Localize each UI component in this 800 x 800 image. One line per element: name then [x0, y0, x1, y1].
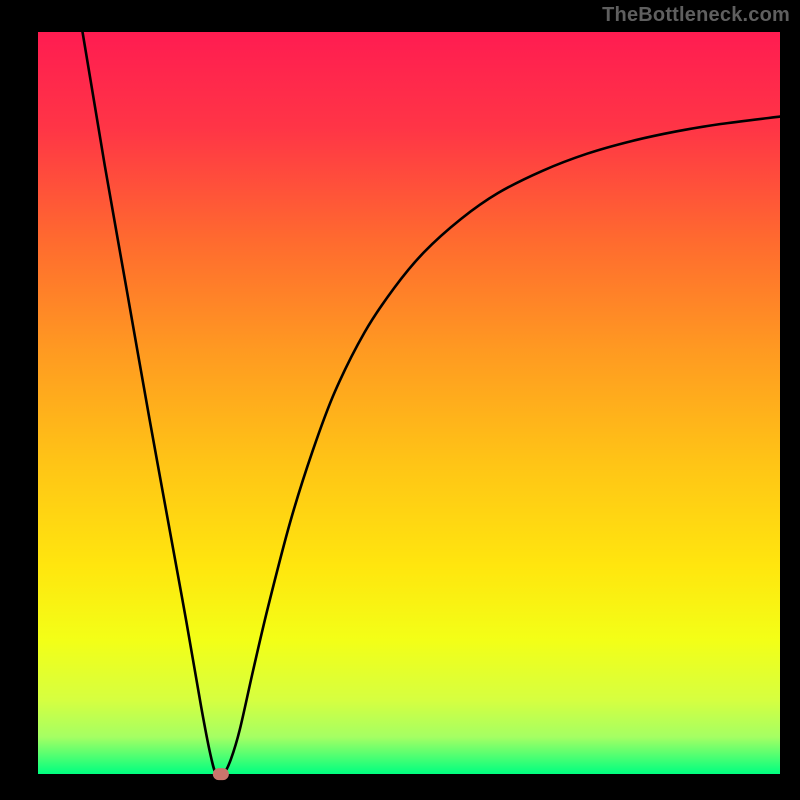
- chart-frame: TheBottleneck.com: [0, 0, 800, 800]
- plot-area: [38, 32, 780, 774]
- gradient-background: [38, 32, 780, 774]
- bottleneck-curve: [38, 32, 780, 774]
- attribution-text: TheBottleneck.com: [602, 4, 790, 27]
- min-point-marker: [212, 768, 228, 780]
